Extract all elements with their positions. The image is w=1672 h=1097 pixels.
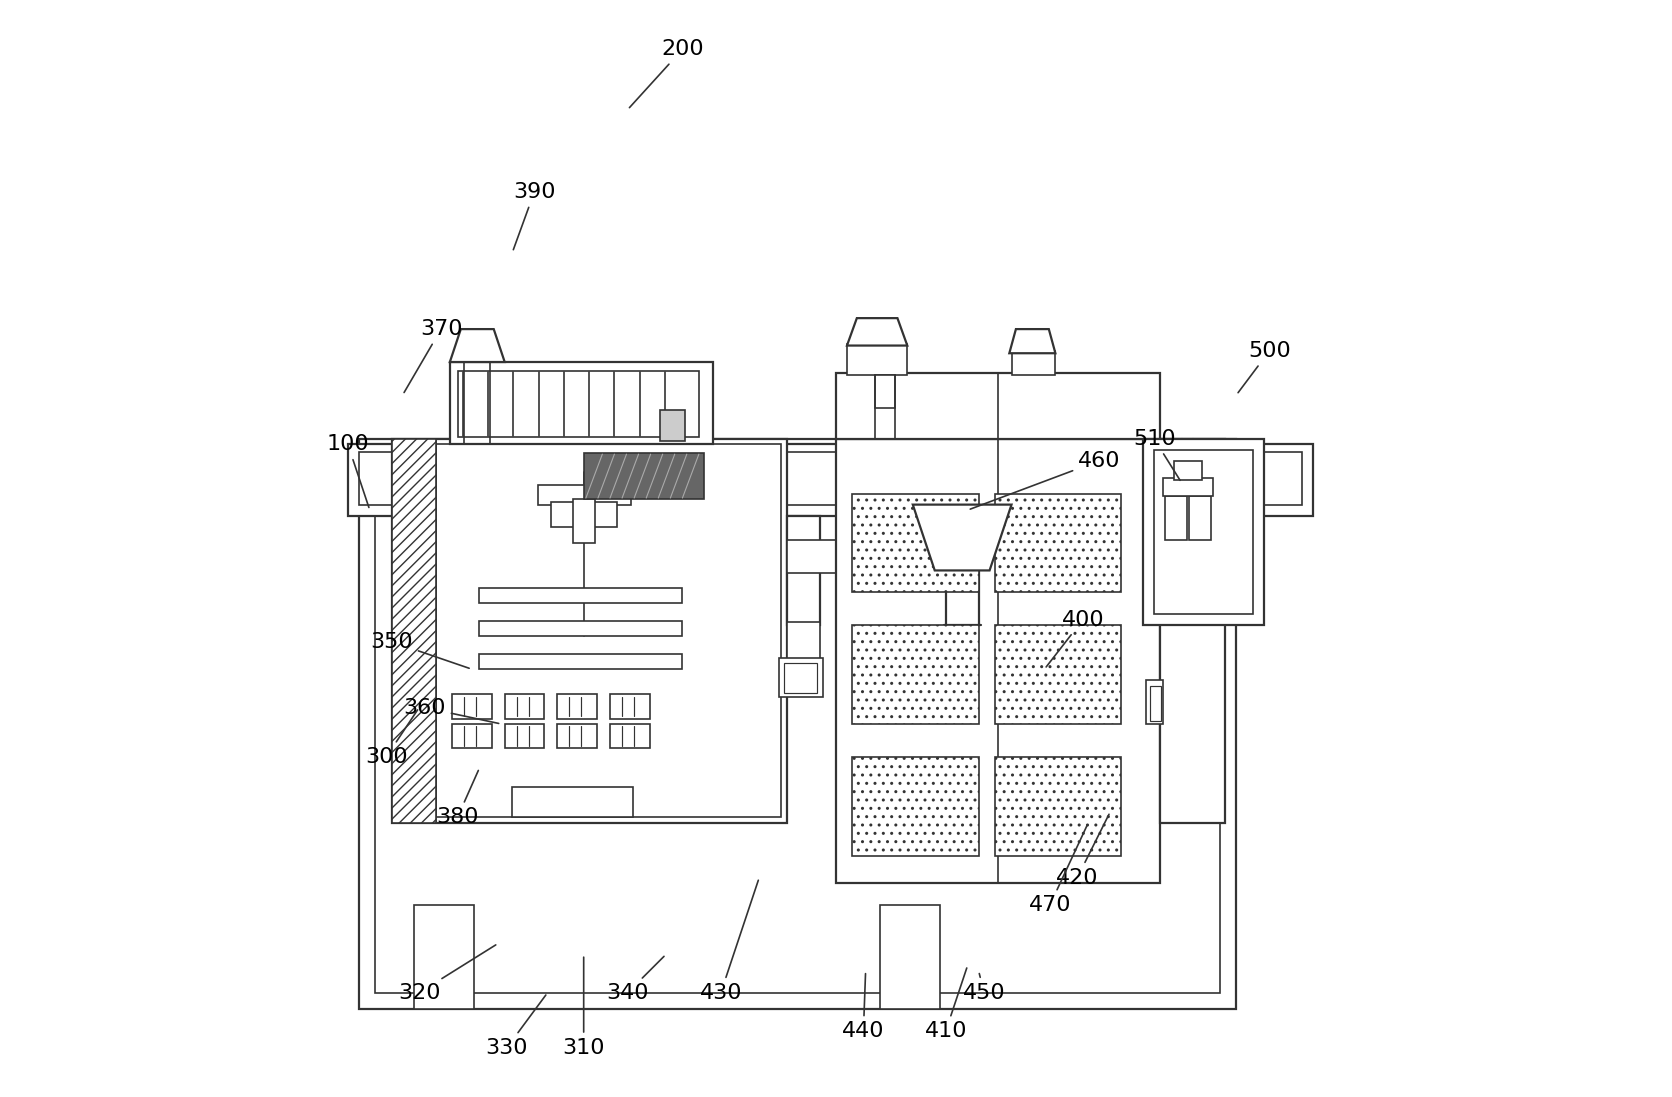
Bar: [480, 588, 682, 603]
Bar: [451, 724, 492, 748]
Bar: [876, 375, 895, 408]
Bar: [480, 621, 682, 636]
Bar: [853, 625, 978, 724]
Bar: [786, 516, 819, 625]
Text: 510: 510: [1134, 429, 1180, 480]
Text: 470: 470: [1028, 825, 1087, 915]
Bar: [848, 344, 908, 375]
Text: 300: 300: [364, 710, 418, 767]
Text: 320: 320: [398, 945, 497, 1003]
Text: 430: 430: [699, 880, 759, 1003]
Bar: [610, 724, 649, 748]
Bar: [1154, 450, 1252, 614]
Bar: [1144, 439, 1264, 625]
Bar: [995, 625, 1122, 724]
Bar: [853, 757, 978, 856]
Text: 340: 340: [607, 957, 664, 1003]
Bar: [436, 444, 781, 817]
Text: 350: 350: [371, 632, 470, 668]
Text: 400: 400: [1047, 610, 1104, 667]
Bar: [1160, 439, 1226, 823]
Bar: [391, 439, 436, 823]
Polygon shape: [913, 505, 1012, 570]
Bar: [538, 485, 630, 505]
Bar: [836, 373, 1160, 439]
Bar: [836, 439, 1160, 883]
Text: 360: 360: [403, 698, 498, 723]
Bar: [610, 694, 649, 719]
Text: 310: 310: [562, 958, 605, 1058]
Polygon shape: [391, 439, 436, 823]
Bar: [1174, 461, 1202, 480]
Bar: [1165, 496, 1187, 540]
Bar: [573, 499, 595, 543]
Bar: [359, 439, 1236, 1009]
Bar: [853, 494, 978, 592]
Text: 200: 200: [629, 39, 704, 108]
Bar: [1189, 496, 1211, 540]
Bar: [391, 439, 786, 823]
Text: 410: 410: [925, 968, 966, 1041]
Text: 460: 460: [970, 451, 1120, 509]
Text: 390: 390: [513, 182, 555, 250]
Bar: [660, 410, 684, 441]
Bar: [512, 787, 634, 817]
Bar: [786, 622, 819, 686]
Bar: [505, 724, 543, 748]
Bar: [550, 502, 617, 527]
Bar: [450, 362, 714, 444]
Bar: [505, 694, 543, 719]
Bar: [879, 905, 940, 1009]
Bar: [584, 453, 704, 499]
Text: 370: 370: [405, 319, 463, 393]
Bar: [995, 494, 1122, 592]
Polygon shape: [848, 318, 908, 346]
Bar: [1150, 686, 1160, 721]
Text: 450: 450: [963, 973, 1005, 1003]
Text: 330: 330: [485, 995, 545, 1058]
Bar: [458, 371, 699, 437]
Bar: [1147, 680, 1164, 724]
Text: 380: 380: [436, 770, 478, 827]
Bar: [557, 694, 597, 719]
Text: 440: 440: [843, 974, 884, 1041]
Polygon shape: [1010, 329, 1055, 353]
Bar: [786, 540, 841, 573]
Bar: [413, 905, 473, 1009]
Bar: [480, 654, 682, 669]
Bar: [1164, 478, 1214, 496]
Bar: [348, 444, 1313, 516]
Polygon shape: [450, 329, 505, 362]
Text: 500: 500: [1237, 341, 1291, 393]
Text: 100: 100: [326, 434, 370, 508]
Bar: [359, 452, 1302, 505]
Bar: [1012, 351, 1055, 375]
Bar: [784, 663, 818, 693]
Text: 420: 420: [1057, 814, 1109, 887]
Bar: [451, 694, 492, 719]
Bar: [995, 757, 1122, 856]
Bar: [779, 658, 823, 697]
Bar: [375, 455, 1221, 993]
Bar: [557, 724, 597, 748]
